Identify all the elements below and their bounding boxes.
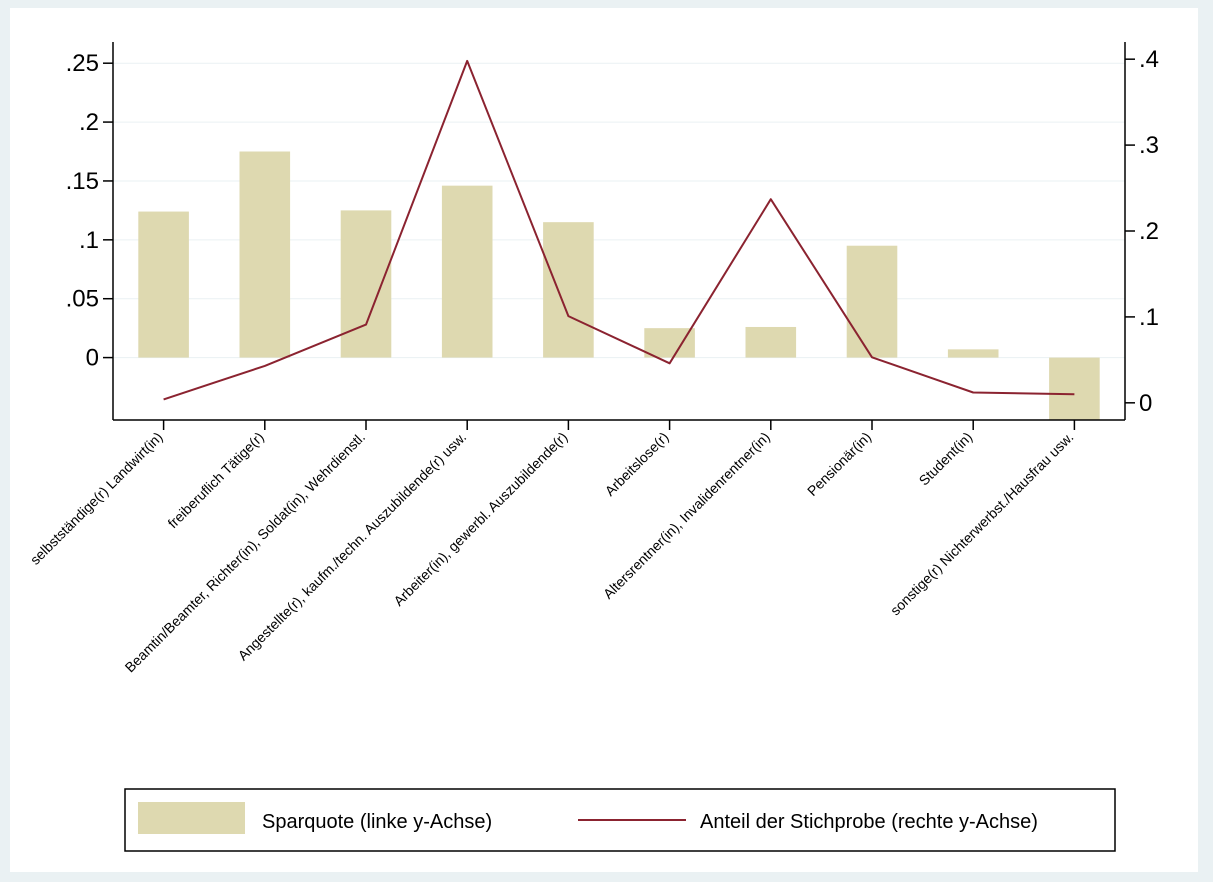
axes: .25 .2 .15 .1 .05 0 .4 .3 .2 .1 0: [66, 42, 1159, 421]
bar: [138, 211, 189, 358]
left-tick-label: .25: [66, 50, 99, 77]
bar: [1049, 357, 1100, 420]
bar: [340, 210, 392, 358]
left-tick-label: 0: [86, 345, 99, 372]
left-tick-label: .2: [79, 109, 99, 136]
right-tick-label: .1: [1139, 304, 1159, 331]
line-series: [163, 59, 1075, 401]
legend-bar-swatch: [138, 802, 245, 834]
right-tick-label: .4: [1139, 46, 1159, 73]
bar: [239, 151, 291, 358]
bar: [947, 349, 999, 358]
series-line: [163, 59, 1075, 401]
bar: [644, 328, 695, 358]
bar: [846, 245, 898, 358]
bar: [745, 326, 797, 358]
legend-label-bar: Sparquote (linke y-Achse): [262, 811, 492, 833]
legend-label-line: Anteil der Stichprobe (rechte y-Achse): [700, 811, 1038, 833]
bar: [543, 222, 594, 358]
left-tick-label: .1: [79, 227, 99, 254]
bar: [441, 185, 493, 358]
legend: Sparquote (linke y-Achse) Anteil der Stic…: [124, 788, 1116, 852]
left-tick-label: .15: [66, 168, 99, 195]
right-tick-label: .3: [1139, 132, 1159, 159]
right-tick-label: .2: [1139, 218, 1159, 245]
right-tick-label: 0: [1139, 390, 1152, 417]
left-tick-label: .05: [66, 286, 99, 313]
bar-series: [138, 151, 1100, 420]
